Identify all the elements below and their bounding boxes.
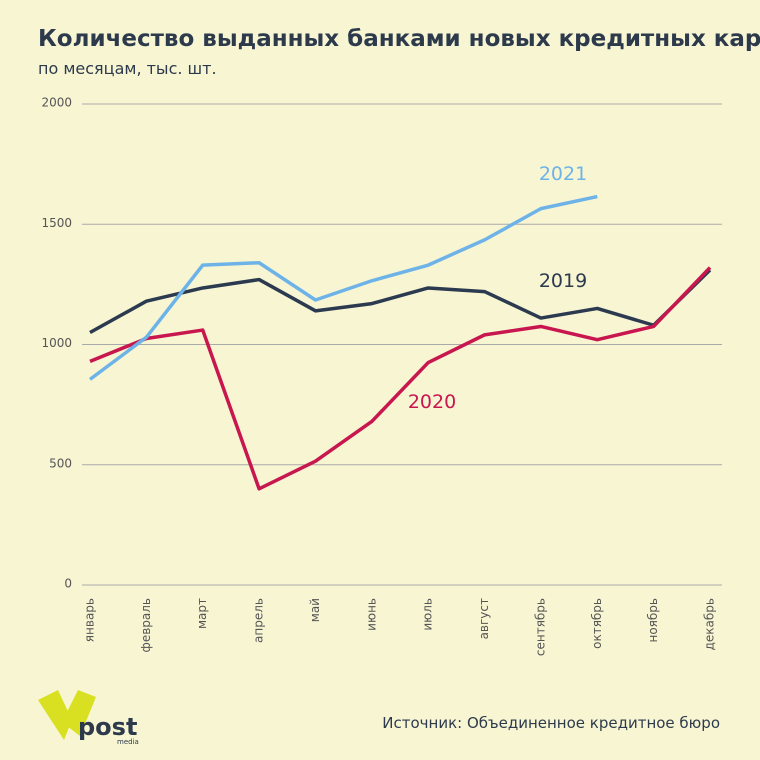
source: Источник: Объединенное кредитное бюро [382, 714, 720, 732]
x-tick-label: февраль [139, 598, 153, 652]
x-tick-label: апрель [252, 598, 266, 643]
y-tick-label: 2000 [41, 96, 72, 110]
line-series [89, 268, 712, 335]
logo-shape [38, 690, 72, 740]
series-label: 2021 [539, 163, 587, 185]
series-label: 2020 [408, 391, 456, 413]
logo-shape [62, 690, 96, 736]
line-series [89, 266, 712, 491]
x-tick-label: декабрь [703, 598, 717, 650]
x-tick-label: сентябрь [533, 598, 547, 656]
chart-subtitle: по месяцам, тыс. шт. [38, 59, 217, 78]
logo-sub: media [117, 738, 139, 746]
logo-text: post [78, 713, 137, 741]
x-tick-label: ноябрь [646, 598, 660, 643]
y-tick-label: 1000 [41, 336, 72, 350]
chart-title: Количество выданных банками новых кредит… [38, 26, 760, 52]
x-tick-label: июнь [364, 598, 378, 631]
series-label: 2019 [539, 270, 587, 292]
logo: post media [38, 690, 139, 746]
y-tick-label: 1500 [41, 216, 72, 230]
x-tick-label: март [195, 598, 209, 629]
x-tick-label: октябрь [590, 598, 604, 649]
x-tick-label: январь [83, 598, 97, 642]
x-tick-label: июль [421, 598, 435, 631]
y-tick-label: 500 [49, 456, 72, 470]
x-tick-label: август [477, 598, 491, 639]
y-tick-label: 0 [64, 577, 72, 591]
x-tick-label: май [308, 598, 322, 622]
line-series [88, 194, 598, 381]
